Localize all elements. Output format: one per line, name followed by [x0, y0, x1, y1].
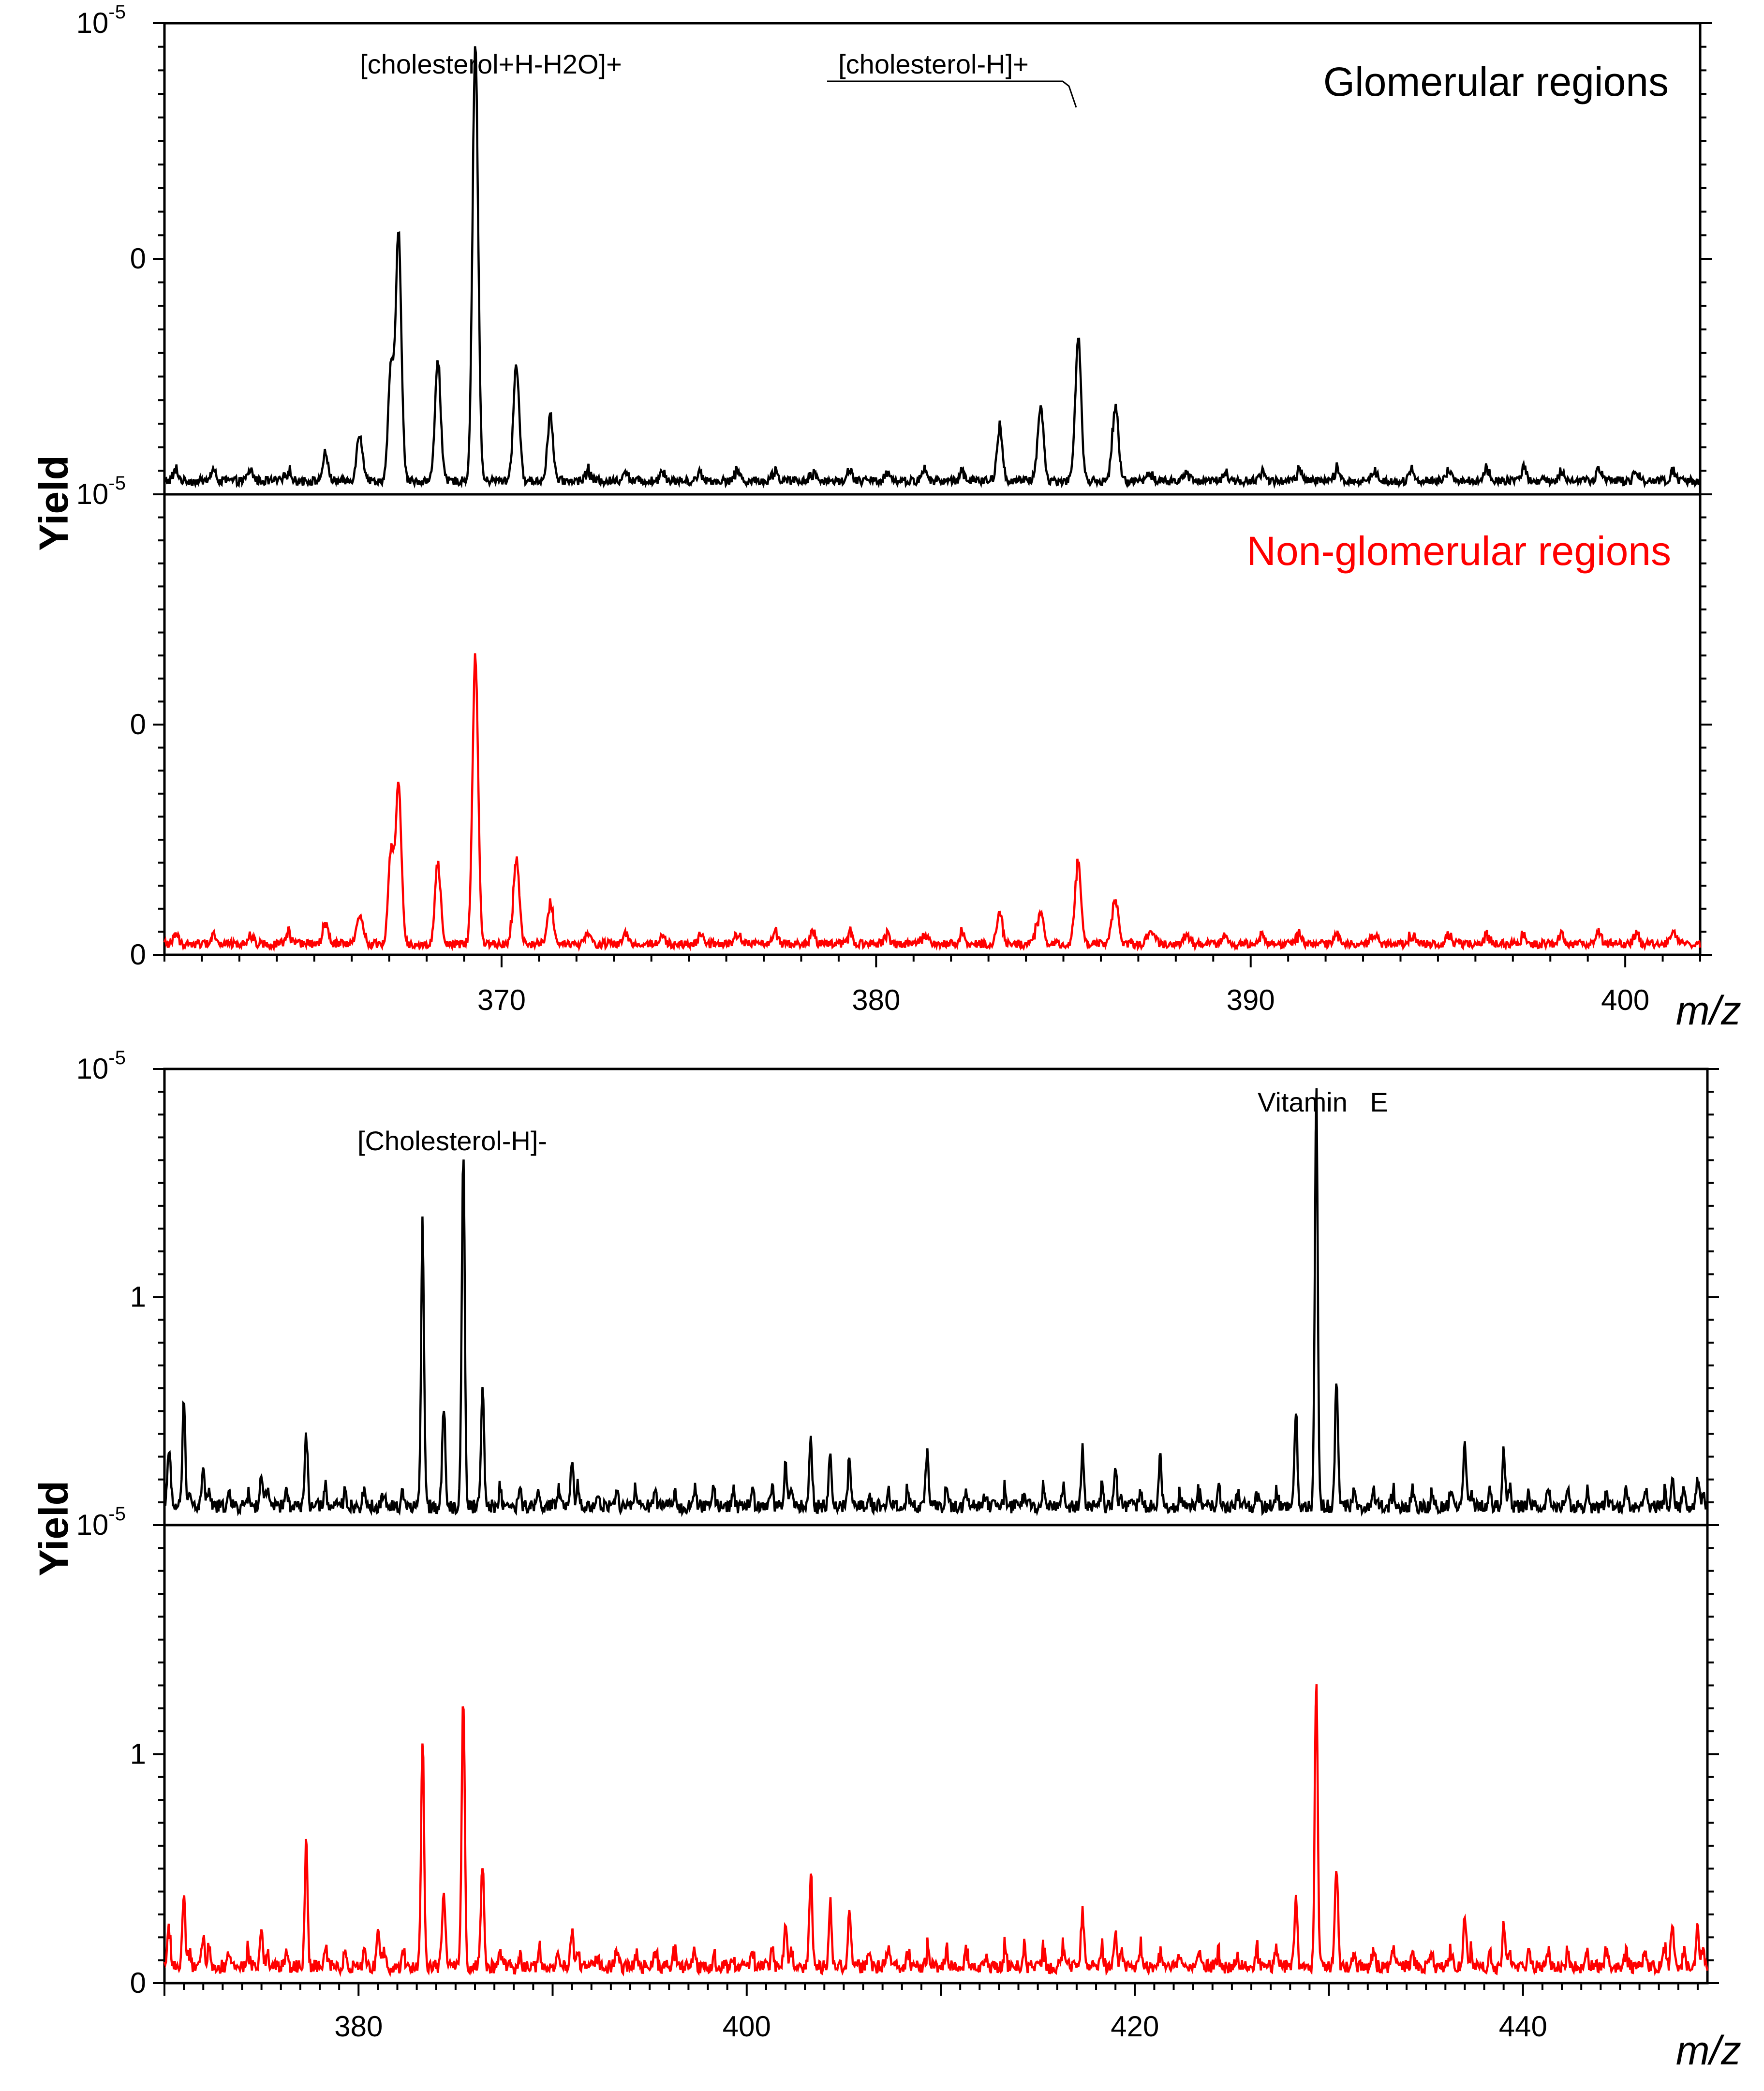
x-tick-label: 420: [1111, 2010, 1159, 2043]
y-tick-label-exponent: -5: [108, 1, 126, 23]
y-tick-label: 10-5: [76, 473, 126, 510]
series-label-glomerular: Glomerular regions: [1323, 59, 1669, 104]
y-tick-label: 10-5: [76, 1047, 126, 1085]
y-tick-label-base: 10: [76, 1509, 109, 1541]
top-chart: 10-50 Glomerular regions [cholesterol+H-…: [31, 1, 1741, 1033]
y-tick-label: 10-5: [76, 1, 126, 39]
glomerular-spectrum-line: [163, 1088, 1709, 1517]
y-tick-label-exponent: -5: [108, 473, 126, 494]
y-tick-label: 1: [130, 1281, 146, 1313]
y-axis-label: Yield: [31, 1481, 76, 1576]
annotation-text: [Cholesterol-H]-: [357, 1126, 547, 1156]
y-tick-label: 0: [130, 938, 146, 971]
bottom-chart: 10-51 [Cholesterol-H]- Vitamin E 10-510 …: [31, 1047, 1741, 2073]
y-tick-label-base: 10: [76, 478, 109, 510]
x-ticks: [163, 1983, 1699, 1996]
y-tick-label: 10-5: [76, 1503, 126, 1541]
y-ticks: [153, 1524, 1719, 1984]
x-tick-labels: 380 400 420 440: [334, 2010, 1547, 2043]
bottom-non-glomerular-panel: 10-510: [76, 1503, 1719, 1999]
y-ticks: [153, 493, 1712, 956]
annotation-cholesterol-h-minus: [Cholesterol-H]-: [357, 1126, 547, 1156]
x-axis-label: m/z: [1676, 988, 1741, 1033]
y-tick-label-base: 10: [76, 1053, 109, 1085]
annotation-leader-line: [827, 80, 1077, 108]
y-tick-labels: 10-5 1: [76, 1047, 146, 1313]
y-ticks: [153, 1068, 1719, 1526]
x-tick-label: 380: [852, 984, 900, 1016]
y-ticks: [153, 22, 1712, 495]
annotation-text: [cholesterol-H]+: [838, 49, 1029, 79]
y-tick-labels: 10-5 0 0: [76, 473, 146, 971]
annotation-cholesterol-h: [cholesterol-H]+: [827, 49, 1077, 108]
y-tick-label-base: 10: [76, 7, 109, 39]
y-tick-label-exponent: -5: [108, 1047, 126, 1068]
x-axis-label: m/z: [1676, 2028, 1741, 2073]
y-tick-label: 1: [130, 1738, 146, 1770]
top-non-glomerular-panel: 10-5 0 0 Non-glomerular regions: [76, 473, 1712, 971]
plot-frame: [163, 1524, 1709, 1985]
x-tick-label: 380: [334, 2010, 383, 2043]
y-tick-label: 0: [130, 1967, 146, 1999]
y-tick-labels: 10-510: [76, 1503, 146, 1999]
y-tick-labels: 10-5 0: [76, 1, 146, 275]
y-tick-label: 0: [130, 242, 146, 275]
x-tick-label: 390: [1227, 984, 1275, 1016]
x-tick-label: 440: [1499, 2010, 1547, 2043]
bottom-glomerular-panel: 10-51 [Cholesterol-H]- Vitamin E: [76, 1047, 1719, 1527]
x-tick-label: 400: [1601, 984, 1649, 1016]
annotation-text: [cholesterol+H-H2O]+: [360, 49, 622, 79]
x-tick-labels: 370 380 390 400: [477, 984, 1649, 1016]
non-glomerular-spectrum-line: [163, 653, 1702, 952]
y-tick-label-exponent: -5: [108, 1503, 126, 1525]
y-tick-label: 0: [130, 708, 146, 741]
non-glomerular-spectrum-line: [163, 1684, 1709, 1977]
y-axis-label: Yield: [31, 455, 76, 551]
top-glomerular-panel: 10-50 Glomerular regions [cholesterol+H-…: [76, 1, 1712, 496]
annotation-cholesterol-h-h2o: [cholesterol+H-H2O]+: [360, 49, 622, 79]
x-tick-label: 370: [477, 984, 526, 1016]
annotation-text: Vitamin E: [1258, 1087, 1388, 1117]
x-ticks: [163, 955, 1701, 967]
series-label-non-glomerular: Non-glomerular regions: [1246, 528, 1671, 574]
glomerular-spectrum-line: [164, 46, 1702, 489]
annotation-vitamin-e: Vitamin E: [1258, 1087, 1388, 1117]
x-tick-label: 400: [723, 2010, 771, 2043]
